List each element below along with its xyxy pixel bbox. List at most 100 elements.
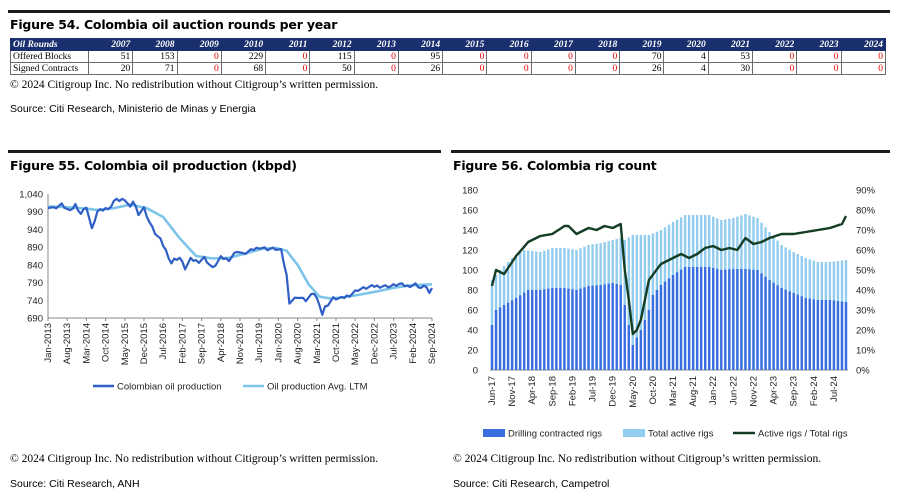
drilling-rigs-bar (623, 305, 626, 370)
drilling-rigs-bar (816, 300, 820, 370)
table-cell: 53 (707, 50, 753, 63)
drilling-rigs-bar (788, 291, 791, 370)
x-tick-label: Jan-22 (708, 376, 719, 405)
drilling-rigs-bar (567, 288, 570, 370)
x-tick-label: Sep-18 (547, 376, 558, 407)
drilling-rigs-bar (563, 288, 566, 370)
drilling-rigs-bar (704, 267, 707, 370)
x-tick-label: Feb-19 (567, 376, 578, 406)
table-cell: 115 (309, 50, 355, 63)
fig54-top-rule (8, 10, 890, 13)
x-tick-label: Apr-18 (527, 376, 538, 405)
year-header: 2021 (707, 38, 753, 51)
fig56-copyright: © 2024 Citigroup Inc. No redistribution … (453, 453, 822, 465)
drilling-rigs-bar (772, 282, 775, 370)
x-tick-label: May-2022 (350, 323, 361, 365)
drilling-rigs-bar (651, 295, 655, 370)
table-cell: 0 (530, 62, 576, 75)
drilling-rigs-bar (792, 293, 795, 370)
table-cell: 0 (574, 50, 621, 63)
drilling-rigs-bar (752, 269, 755, 370)
y-tick-label: 1,040 (19, 190, 43, 201)
y-tick-label: 890 (27, 243, 43, 254)
y-tick-label: 160 (462, 206, 478, 217)
drilling-rigs-bar (828, 300, 832, 370)
drilling-rigs-bar (844, 302, 848, 370)
table-cell: 0 (176, 62, 222, 75)
drilling-rigs-bar (736, 269, 739, 370)
x-tick-label: May-20 (628, 376, 639, 408)
table-cell: 0 (530, 50, 576, 63)
total-rigs-bar (635, 235, 639, 370)
y-tick-label: 690 (27, 314, 43, 325)
y2-tick-label: 20% (856, 326, 876, 337)
drilling-rigs-bar (804, 298, 807, 370)
drilling-rigs-bar (840, 301, 844, 370)
drilling-rigs-bar (756, 270, 759, 370)
drilling-rigs-bar (518, 295, 522, 370)
drilling-rigs-bar (551, 288, 554, 370)
table-cell: 0 (176, 50, 222, 63)
drilling-rigs-bar (671, 275, 675, 370)
table-cell: 0 (751, 50, 798, 63)
drilling-rigs-bar (744, 269, 747, 370)
fig54-title: Figure 54. Colombia oil auction rounds p… (10, 17, 338, 32)
x-tick-label: Jun-17 (487, 376, 498, 405)
auction-table: Oil Rounds 2007 2008 2009 2010 2011 2012 2013 20… (10, 38, 887, 75)
drilling-rigs-bar (712, 268, 715, 370)
table-cell: 153 (132, 50, 178, 63)
table-cell: 95 (397, 50, 444, 63)
table-cell: 0 (486, 50, 532, 63)
drilling-rigs-bar (607, 283, 610, 370)
drilling-rigs-bar (635, 337, 639, 370)
drilling-rigs-bar (812, 299, 816, 370)
table-cell: 26 (397, 62, 444, 75)
year-header: 2014 (397, 38, 444, 51)
drilling-rigs-bar (579, 288, 582, 370)
y-tick-label: 840 (27, 260, 43, 271)
drilling-rigs-bar (716, 269, 719, 370)
auction-corner-label: Oil Rounds (10, 38, 89, 51)
x-tick-label: Dec-19 (608, 376, 619, 407)
table-cell: 0 (574, 62, 621, 75)
y-tick-label: 790 (27, 278, 43, 289)
drilling-rigs-bar (675, 272, 679, 370)
row-label: Offered Blocks (10, 50, 89, 63)
drilling-rigs-bar (683, 267, 687, 370)
drilling-rigs-bar (740, 269, 743, 370)
drilling-rigs-bar (514, 298, 518, 370)
y2-tick-label: 0% (856, 366, 870, 377)
drilling-rigs-bar (679, 269, 683, 370)
year-header: 2020 (663, 38, 709, 51)
drilling-rigs-bar (571, 289, 574, 370)
drilling-rigs-bar (535, 290, 538, 370)
drilling-rigs-bar (543, 289, 546, 370)
drilling-rigs-bar (708, 267, 711, 370)
x-tick-label: Oct-2014 (101, 323, 112, 362)
x-tick-label: Dec-2015 (139, 323, 150, 364)
year-header: 2019 (619, 38, 665, 51)
x-tick-label: Nov-17 (507, 376, 518, 407)
drilling-rigs-bar (691, 267, 695, 370)
x-tick-label: Jul-19 (588, 376, 599, 402)
drilling-rigs-bar (559, 288, 562, 370)
x-tick-label: Jul-24 (829, 376, 840, 402)
drilling-rigs-bar (591, 285, 594, 370)
legend-swatch-drilling (483, 429, 505, 437)
drilling-rigs-bar (502, 305, 506, 370)
fig55-title: Figure 55. Colombia oil production (kbpd… (10, 158, 297, 173)
table-cell: 0 (265, 50, 311, 63)
year-header: 2015 (442, 38, 488, 51)
drilling-rigs-bar (506, 302, 510, 370)
year-header: 2024 (840, 38, 887, 51)
drilling-rigs-bar (824, 300, 828, 370)
drilling-rigs-bar (611, 283, 614, 370)
drilling-rigs-bar (832, 300, 836, 370)
drilling-rigs-bar (583, 287, 586, 370)
production-series-line (47, 197, 433, 316)
y-tick-label: 40 (467, 326, 478, 337)
table-cell: 0 (442, 50, 488, 63)
drilling-rigs-bar (764, 276, 767, 370)
table-row: Offered Blocks 51 153 0 229 0 115 0 95 0 0 0 0 70 4 53 0… (10, 50, 887, 63)
table-cell: 20 (87, 62, 134, 75)
